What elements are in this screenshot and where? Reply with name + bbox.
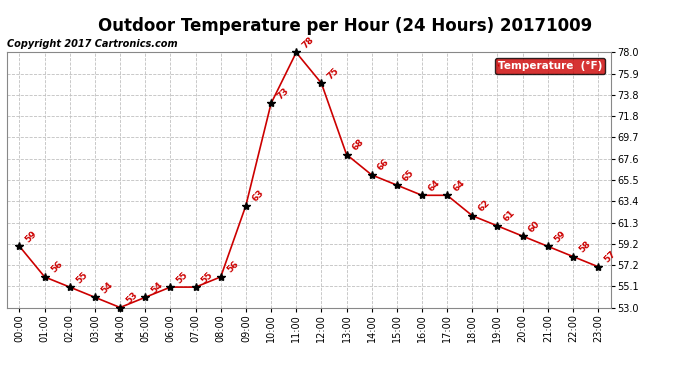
Text: 60: 60 <box>526 219 542 234</box>
Text: 64: 64 <box>451 178 466 193</box>
Text: 55: 55 <box>199 270 215 285</box>
Text: Outdoor Temperature per Hour (24 Hours) 20171009: Outdoor Temperature per Hour (24 Hours) … <box>98 17 592 35</box>
Text: 54: 54 <box>150 280 165 295</box>
Text: 56: 56 <box>49 260 64 275</box>
Text: 55: 55 <box>74 270 89 285</box>
Text: 62: 62 <box>477 198 492 213</box>
Text: 53: 53 <box>124 290 139 305</box>
Text: 65: 65 <box>401 168 416 183</box>
Text: 58: 58 <box>577 239 592 254</box>
Text: 78: 78 <box>300 35 315 50</box>
Text: 73: 73 <box>275 86 290 101</box>
Text: 59: 59 <box>23 229 39 244</box>
Text: 68: 68 <box>351 137 366 152</box>
Text: Copyright 2017 Cartronics.com: Copyright 2017 Cartronics.com <box>7 39 177 50</box>
Legend: Temperature  (°F): Temperature (°F) <box>495 58 605 74</box>
Text: 54: 54 <box>99 280 115 295</box>
Text: 63: 63 <box>250 188 265 203</box>
Text: 75: 75 <box>326 66 341 81</box>
Text: 56: 56 <box>225 260 240 275</box>
Text: 66: 66 <box>376 158 391 173</box>
Text: 59: 59 <box>552 229 567 244</box>
Text: 57: 57 <box>602 249 618 264</box>
Text: 64: 64 <box>426 178 442 193</box>
Text: 55: 55 <box>175 270 190 285</box>
Text: 61: 61 <box>502 209 517 224</box>
